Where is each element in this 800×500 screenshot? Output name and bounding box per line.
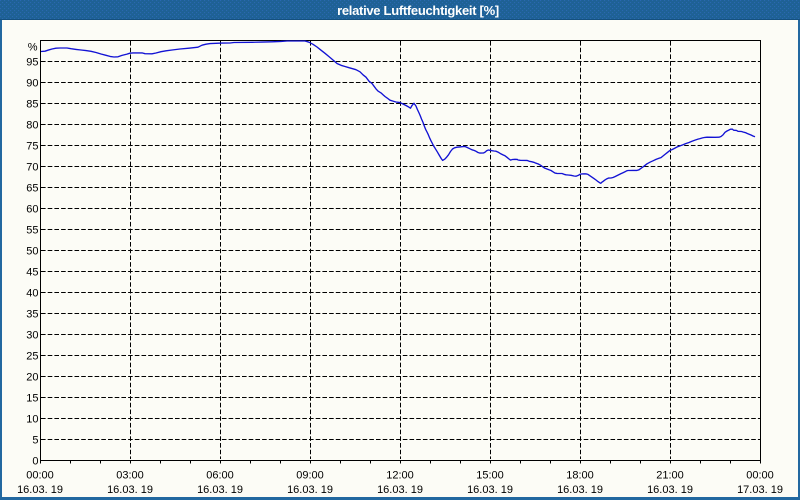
svg-text:15: 15 [26,393,38,405]
svg-text:95: 95 [26,57,38,69]
svg-text:00:00: 00:00 [746,470,774,482]
svg-text:65: 65 [26,183,38,195]
svg-text:0: 0 [32,456,38,468]
svg-text:70: 70 [26,162,38,174]
svg-text:16.03. 19: 16.03. 19 [557,484,603,496]
svg-text:16.03. 19: 16.03. 19 [467,484,513,496]
svg-text:21:00: 21:00 [656,470,684,482]
svg-text:30: 30 [26,330,38,342]
svg-text:10: 10 [26,414,38,426]
svg-text:17.03. 19: 17.03. 19 [737,484,783,496]
svg-text:40: 40 [26,288,38,300]
svg-text:12:00: 12:00 [386,470,414,482]
svg-text:06:00: 06:00 [206,470,234,482]
svg-text:18:00: 18:00 [566,470,594,482]
svg-text:20: 20 [26,372,38,384]
svg-text:16.03. 19: 16.03. 19 [107,484,153,496]
svg-text:85: 85 [26,99,38,111]
svg-text:00:00: 00:00 [26,470,54,482]
svg-text:75: 75 [26,141,38,153]
svg-text:03:00: 03:00 [116,470,144,482]
svg-text:15:00: 15:00 [476,470,504,482]
svg-text:80: 80 [26,120,38,132]
svg-text:16.03. 19: 16.03. 19 [197,484,243,496]
svg-text:16.03. 19: 16.03. 19 [17,484,63,496]
svg-text:45: 45 [26,267,38,279]
svg-text:55: 55 [26,225,38,237]
svg-text:25: 25 [26,351,38,363]
svg-text:16.03. 19: 16.03. 19 [647,484,693,496]
svg-text:35: 35 [26,309,38,321]
svg-text:5: 5 [32,435,38,447]
svg-text:50: 50 [26,246,38,258]
svg-text:09:00: 09:00 [296,470,324,482]
svg-text:90: 90 [26,78,38,90]
svg-text:16.03. 19: 16.03. 19 [287,484,333,496]
svg-text:16.03. 19: 16.03. 19 [377,484,423,496]
svg-text:60: 60 [26,204,38,216]
svg-text:%: % [28,42,38,54]
